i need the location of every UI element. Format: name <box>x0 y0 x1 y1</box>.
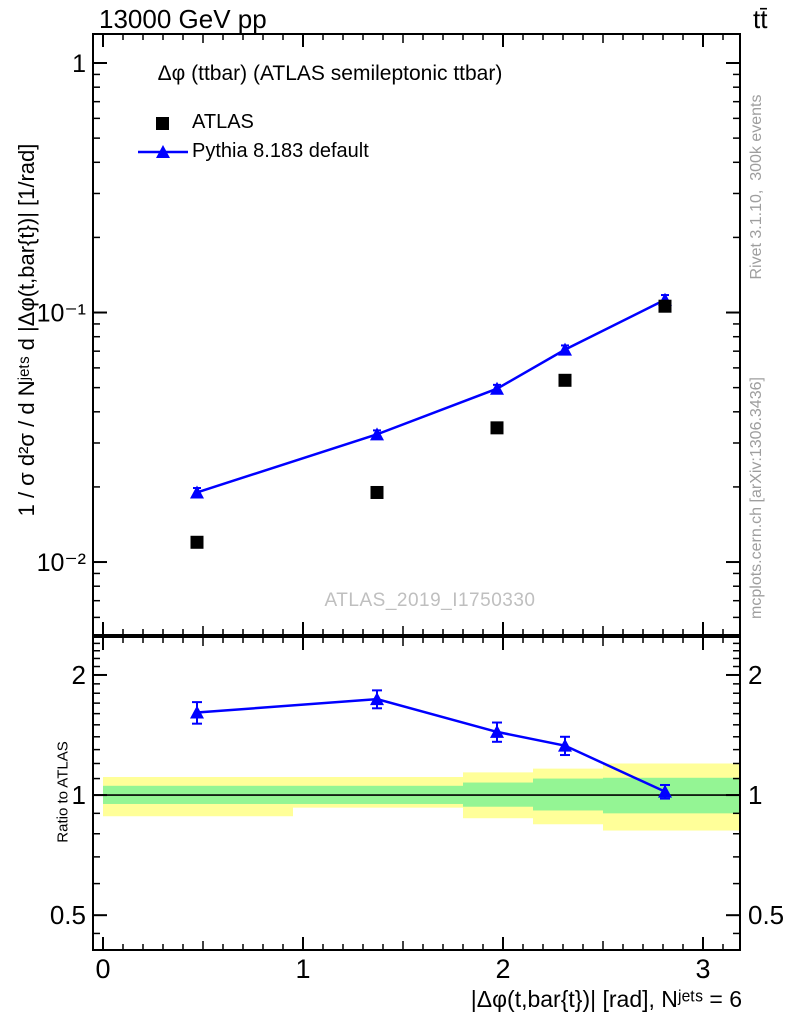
pythia-point <box>558 342 572 356</box>
legend: ATLAS Pythia 8.183 default <box>136 108 369 166</box>
atlas-point <box>190 535 204 549</box>
ratio-y-tick-label: 0.5 <box>50 900 86 930</box>
legend-entry-pythia: Pythia 8.183 default <box>136 137 369 166</box>
ratio-y-tick-label: 1 <box>72 780 86 810</box>
pythia-line <box>196 298 666 494</box>
ratio-y-tick-label-right: 2 <box>748 660 762 690</box>
ratio-point <box>558 738 572 752</box>
process-label: tt̄ <box>753 4 768 34</box>
ratio-y-tick-label-right: 0.5 <box>748 900 784 930</box>
pythia-point <box>490 381 504 395</box>
x-tick-label: 0 <box>95 954 110 984</box>
ratio-point <box>490 724 504 738</box>
legend-entry-atlas: ATLAS <box>136 108 369 137</box>
ratio-y-tick-label: 2 <box>72 660 86 690</box>
main-y-tick-label: 10⁻¹ <box>37 300 86 328</box>
x-axis-title: |Δφ(t,bar{t})| [rad], Nʲᵉᵗˢ = 6 <box>470 986 742 1012</box>
ratio-point <box>190 705 204 719</box>
ratio-y-tick-label-right: 1 <box>748 780 762 810</box>
x-tick-label: 3 <box>695 954 710 984</box>
beam-energy-label: 13000 GeV pp <box>99 4 267 34</box>
rivet-version-note: Rivet 3.1.10, 300k events <box>748 94 765 280</box>
plot-title: Δφ (ttbar) (ATLAS semileptonic ttbar) <box>157 62 503 85</box>
ratio-panel-frame <box>92 636 741 951</box>
atlas-point <box>658 299 672 313</box>
atlas-point <box>490 421 504 435</box>
main-y-tick-label: 1 <box>72 50 86 78</box>
main-y-axis-title: 1 / σ d²σ / d Nʲᵉᵗˢ d |Δφ(t,bar{t})| [1/… <box>14 143 39 517</box>
analysis-watermark: ATLAS_2019_I1750330 <box>324 590 536 611</box>
mcplots-arxiv-note: mcplots.cern.ch [arXiv:1306.3436] <box>748 377 765 619</box>
main-y-tick-label: 10⁻² <box>37 549 86 577</box>
atlas-point <box>558 373 572 387</box>
x-tick-label: 1 <box>295 954 310 984</box>
ratio-y-axis-title: Ratio to ATLAS <box>54 741 72 843</box>
ratio-point <box>658 784 672 798</box>
main-panel-frame <box>92 33 741 636</box>
atlas-point <box>370 485 384 499</box>
pythia-triangle-line-icon <box>136 138 192 166</box>
legend-label-pythia: Pythia 8.183 default <box>192 140 369 162</box>
atlas-square-icon <box>136 109 192 137</box>
pythia-point <box>190 485 204 499</box>
legend-label-atlas: ATLAS <box>192 111 254 133</box>
x-tick-label: 2 <box>495 954 510 984</box>
pythia-point <box>370 427 384 441</box>
ratio-point <box>370 692 384 706</box>
